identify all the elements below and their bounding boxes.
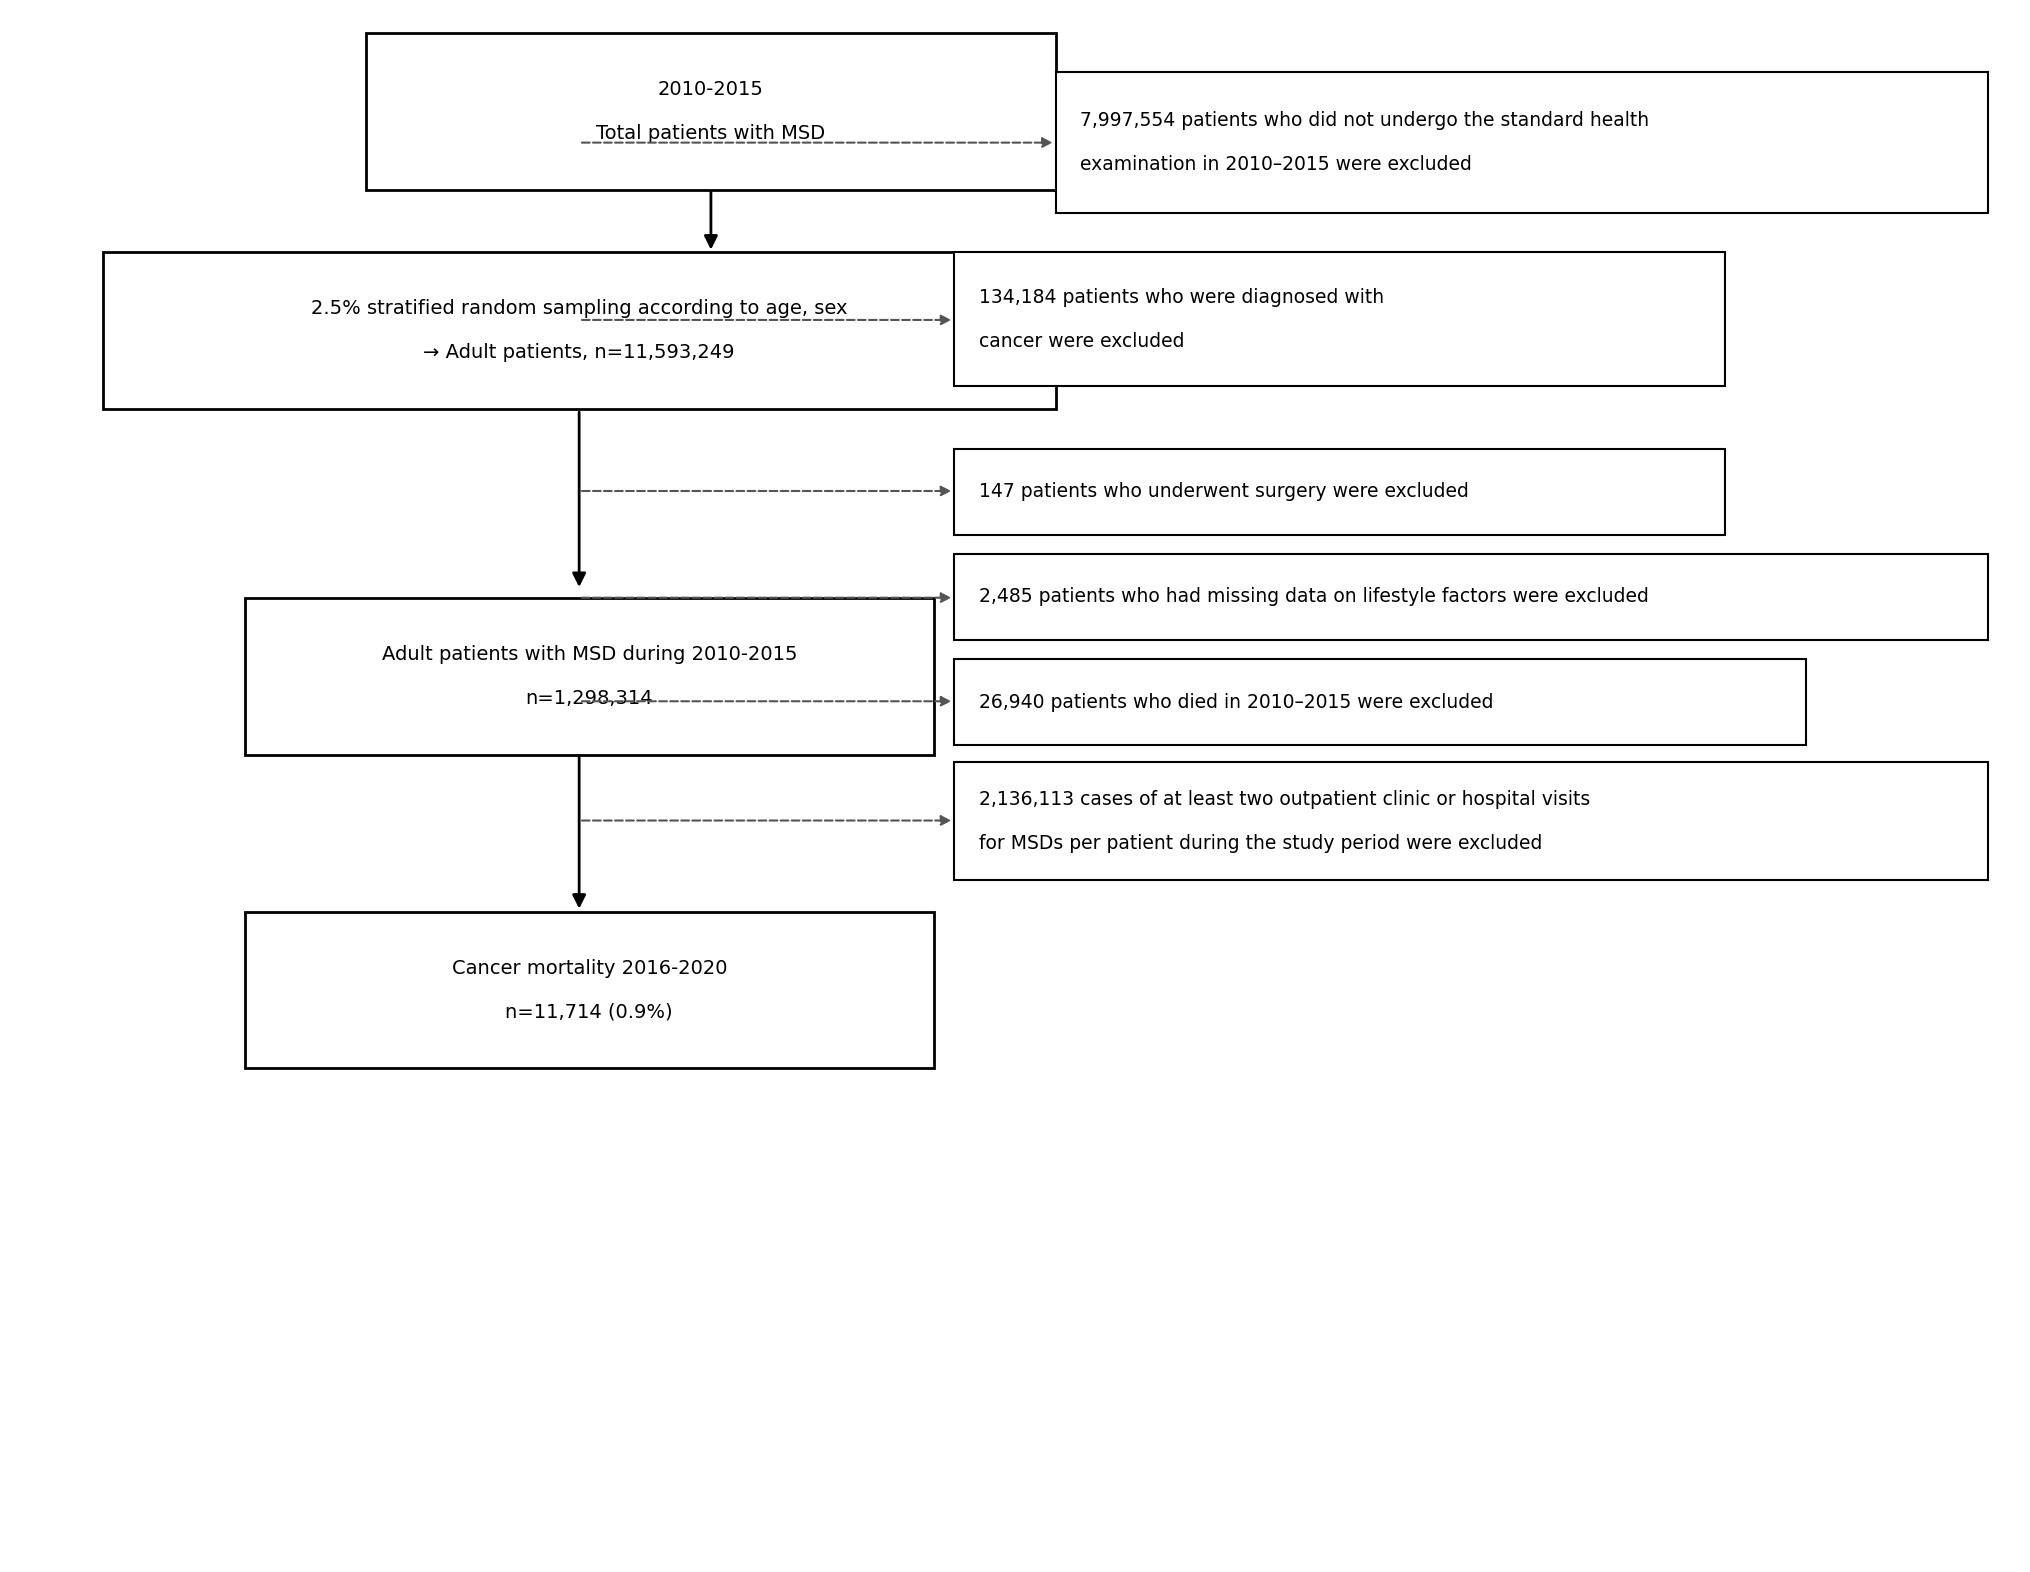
Text: n=1,298,314: n=1,298,314 [526, 689, 654, 707]
FancyBboxPatch shape [1056, 72, 1987, 214]
Text: 147 patients who underwent surgery were excluded: 147 patients who underwent surgery were … [978, 483, 1468, 501]
FancyBboxPatch shape [954, 659, 1805, 745]
Text: for MSDs per patient during the study period were excluded: for MSDs per patient during the study pe… [978, 833, 1543, 852]
Text: 2,136,113 cases of at least two outpatient clinic or hospital visits: 2,136,113 cases of at least two outpatie… [978, 789, 1589, 810]
FancyBboxPatch shape [104, 253, 1056, 409]
Text: 2,485 patients who had missing data on lifestyle factors were excluded: 2,485 patients who had missing data on l… [978, 588, 1648, 607]
FancyBboxPatch shape [954, 448, 1726, 534]
Text: 2.5% stratified random sampling according to age, sex: 2.5% stratified random sampling accordin… [311, 299, 847, 319]
FancyBboxPatch shape [246, 597, 934, 755]
FancyBboxPatch shape [954, 253, 1726, 385]
Text: Adult patients with MSD during 2010-2015: Adult patients with MSD during 2010-2015 [382, 645, 798, 663]
Text: Cancer mortality 2016-2020: Cancer mortality 2016-2020 [451, 959, 727, 978]
FancyBboxPatch shape [954, 762, 1987, 880]
Text: 7,997,554 patients who did not undergo the standard health: 7,997,554 patients who did not undergo t… [1080, 112, 1648, 130]
Text: examination in 2010–2015 were excluded: examination in 2010–2015 were excluded [1080, 156, 1472, 174]
FancyBboxPatch shape [246, 912, 934, 1069]
FancyBboxPatch shape [365, 33, 1056, 190]
Text: Total patients with MSD: Total patients with MSD [597, 124, 826, 143]
Text: 2010-2015: 2010-2015 [658, 80, 763, 99]
FancyBboxPatch shape [954, 553, 1987, 640]
Text: 134,184 patients who were diagnosed with: 134,184 patients who were diagnosed with [978, 288, 1384, 307]
Text: n=11,714 (0.9%): n=11,714 (0.9%) [505, 1003, 674, 1022]
Text: → Adult patients, n=11,593,249: → Adult patients, n=11,593,249 [424, 343, 735, 363]
Text: cancer were excluded: cancer were excluded [978, 332, 1183, 351]
Text: 26,940 patients who died in 2010–2015 were excluded: 26,940 patients who died in 2010–2015 we… [978, 693, 1492, 712]
